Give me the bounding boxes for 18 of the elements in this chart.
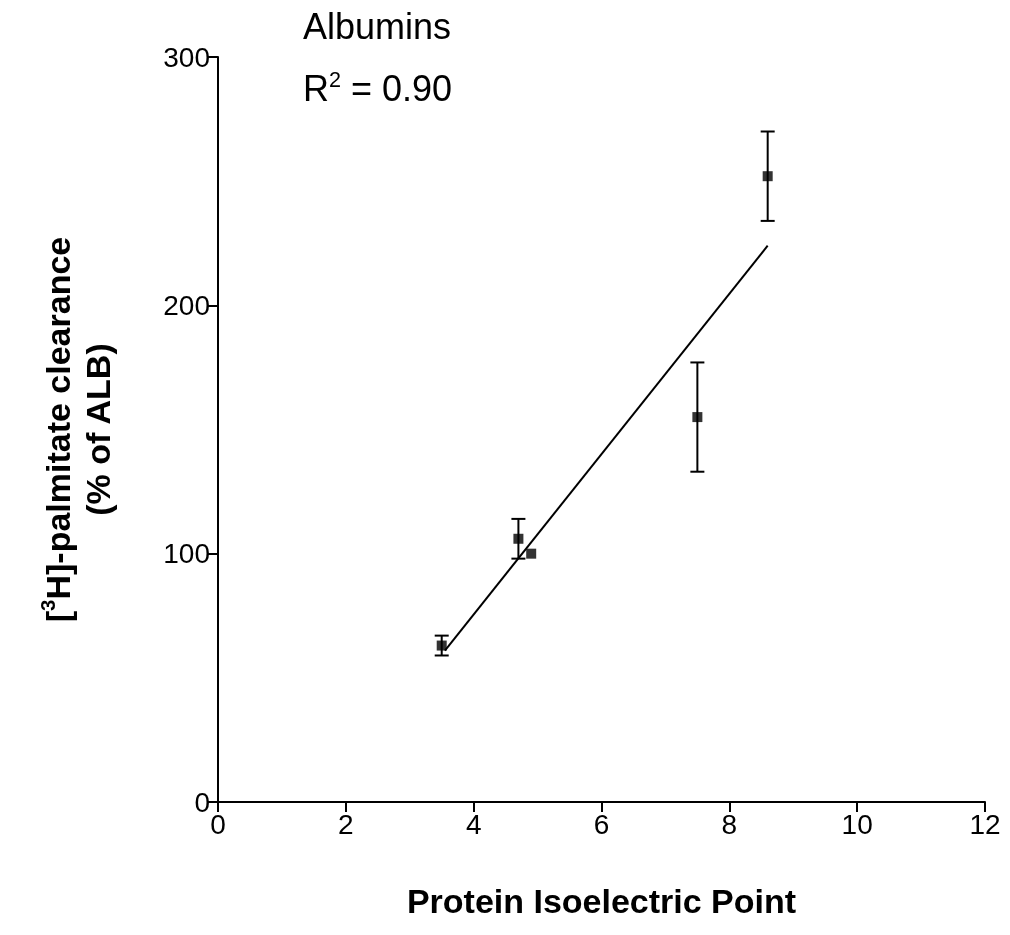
y-tick-label: 0 bbox=[194, 786, 210, 818]
point bbox=[692, 412, 703, 423]
point bbox=[436, 640, 447, 651]
text: Albumins bbox=[303, 5, 452, 47]
y-axis-title: [3H]-palmitate clearance (% of ALB) bbox=[37, 236, 117, 623]
x-tick-label: 10 bbox=[841, 808, 873, 840]
point bbox=[513, 533, 524, 544]
x-tick-label: 12 bbox=[969, 808, 1001, 840]
y-tick-label: 200 bbox=[163, 289, 210, 321]
point bbox=[526, 548, 537, 559]
y-tick-label: 300 bbox=[163, 41, 210, 73]
x-axis-title: Protein Isoelectric Point bbox=[406, 882, 797, 920]
x-tick-label: 8 bbox=[721, 808, 738, 840]
y-tick-label: 100 bbox=[163, 538, 210, 570]
x-tick-label: 4 bbox=[465, 808, 482, 840]
x-tick-label: 6 bbox=[593, 808, 610, 840]
point bbox=[762, 171, 773, 182]
x-tick-label: 2 bbox=[338, 808, 354, 840]
